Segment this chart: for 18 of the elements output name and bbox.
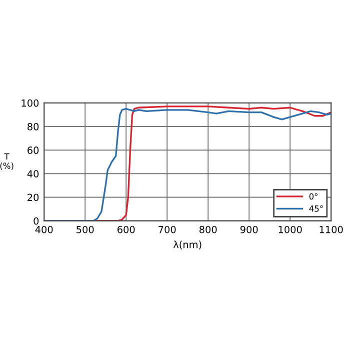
legend-label: 45° (309, 205, 323, 212)
y-tick-label: 20 (28, 194, 39, 202)
y-tick-label: 40 (27, 170, 39, 178)
y-tick-label: 0 (34, 217, 39, 225)
x-tick-label: 900 (240, 226, 258, 234)
x-tick-label: 800 (199, 226, 217, 234)
x-tick-label: 1100 (320, 226, 343, 234)
x-tick-label: 1000 (278, 226, 302, 234)
y-tick-label: 80 (28, 122, 39, 130)
y-axis-title: T (%) (0, 153, 14, 170)
y-tick-label: 60 (28, 146, 39, 154)
y-tick-label: 100 (22, 99, 39, 107)
x-tick-label: 500 (76, 226, 94, 234)
x-tick-label: 600 (118, 226, 135, 234)
legend-label: 0° (309, 193, 318, 200)
x-tick-label: 700 (158, 226, 176, 234)
x-tick-label: 400 (35, 226, 53, 234)
x-axis-title: λ(nm) (173, 240, 202, 250)
